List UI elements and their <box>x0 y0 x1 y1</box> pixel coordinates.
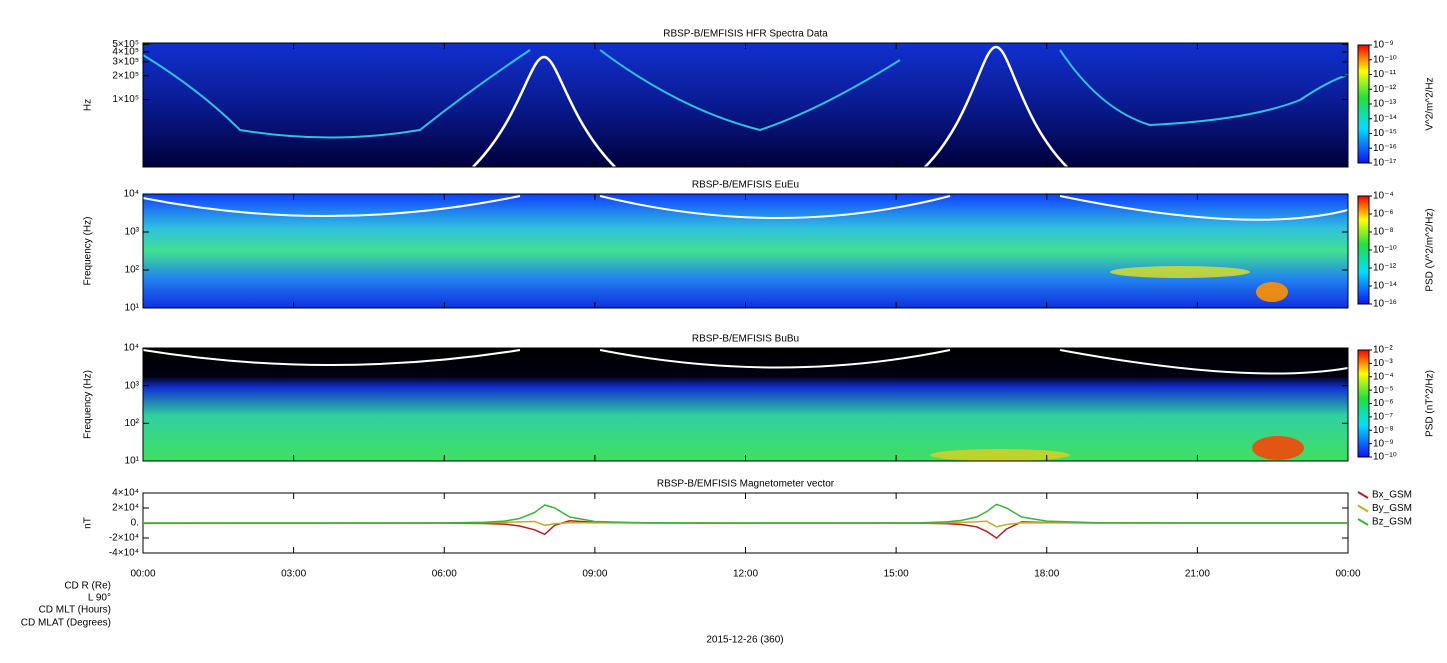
orbit-label: L 90° <box>88 593 111 604</box>
legend-swatch <box>1357 491 1369 499</box>
y-tick-label: 5×10⁵ <box>112 39 139 50</box>
legend-label: Bz_GSM <box>1372 517 1412 528</box>
y-axis-label: Hz <box>83 99 94 111</box>
colorbar-tick-label: 10⁻¹⁷ <box>1373 158 1397 169</box>
y-tick-label: 2×10⁵ <box>112 70 139 81</box>
colorbar-tick-label: 10⁻¹² <box>1373 263 1397 274</box>
colorbar-tick-label: 10⁻¹⁶ <box>1373 299 1397 310</box>
spectral-feature <box>1110 266 1250 278</box>
y-tick-label: 10³ <box>125 380 140 391</box>
colorbar-tick-label: 10⁻¹² <box>1373 84 1397 95</box>
colorbar-tick-label: 10⁻³ <box>1373 358 1393 369</box>
colorbar-tick-label: 10⁻⁹ <box>1373 40 1394 51</box>
orbit-label: CD R (Re) <box>64 581 111 592</box>
colorbar-tick-label: 10⁻¹⁰ <box>1373 54 1397 65</box>
spectrogram-images <box>142 43 1349 461</box>
x-tick-label: 00:00 <box>1335 569 1360 580</box>
y-tick-label: 10³ <box>125 227 140 238</box>
y-tick-label: 4×10⁴ <box>112 488 139 499</box>
colorbar-tick-label: 10⁻¹¹ <box>1373 69 1397 80</box>
colorbar-tick-label: 10⁻⁹ <box>1373 438 1394 449</box>
spectral-feature <box>930 449 1070 461</box>
legend-swatch <box>1357 504 1369 513</box>
orbit-label: CD MLT (Hours) <box>39 605 111 616</box>
y-tick-label: 2×10⁴ <box>112 503 139 514</box>
colorbar <box>1357 44 1370 164</box>
spectrogram-image <box>143 43 1348 167</box>
legend-swatch <box>1357 518 1369 526</box>
y-axis-label: nT <box>83 517 94 529</box>
colorbar-tick-label: 10⁻¹⁰ <box>1373 245 1397 256</box>
footer: CD R (Re) L 90° CD MLT (Hours) CD MLAT (… <box>21 581 784 646</box>
spectral-trace <box>599 49 901 132</box>
y-tick-label: 10² <box>125 418 140 429</box>
x-tick-label: 03:00 <box>281 569 306 580</box>
spectrogram-image <box>143 194 1348 308</box>
white-curve <box>924 45 1068 168</box>
x-tick-label: 09:00 <box>582 569 607 580</box>
colorbar-tick-label: 10⁻⁵ <box>1373 385 1394 396</box>
white-curve <box>142 195 1349 221</box>
spectral-feature <box>1252 436 1304 460</box>
colorbar-label: V^2/m^2/Hz <box>1425 77 1436 130</box>
colorbar-tick-label: 10⁻¹³ <box>1373 99 1397 110</box>
panel-title: RBSP-B/EMFISIS Magnetometer vector <box>657 479 835 490</box>
legend-label: By_GSM <box>1372 503 1412 514</box>
white-curve <box>472 55 616 168</box>
legend-label: Bx_GSM <box>1372 490 1412 501</box>
spectral-trace <box>142 49 531 139</box>
white-curve <box>142 349 1349 375</box>
y-tick-label: 10⁴ <box>124 189 139 200</box>
y-tick-label: 10² <box>125 265 140 276</box>
y-tick-label: 0. <box>131 518 139 529</box>
colorbar-tick-label: 10⁻² <box>1373 345 1393 356</box>
colorbar-tick-label: 10⁻¹⁴ <box>1373 281 1397 292</box>
x-tick-label: 21:00 <box>1185 569 1210 580</box>
y-tick-label: 1×10⁵ <box>112 94 139 105</box>
y-axis-label: Frequency (Hz) <box>83 370 94 439</box>
y-tick-label: 10¹ <box>125 303 140 314</box>
spectral-trace <box>1059 49 1349 127</box>
x-tick-label: 00:00 <box>130 569 155 580</box>
colorbar <box>1357 349 1370 458</box>
x-tick-label: 18:00 <box>1034 569 1059 580</box>
y-tick-label: -4×10⁴ <box>109 548 139 559</box>
y-tick-label: 4×10⁵ <box>112 47 139 58</box>
panel-title: RBSP-B/EMFISIS HFR Spectra Data <box>663 29 828 40</box>
colorbar-tick-label: 10⁻⁷ <box>1373 412 1393 423</box>
series-line <box>143 503 1348 524</box>
colorbar-tick-label: 10⁻⁶ <box>1373 209 1394 220</box>
x-tick-label: 06:00 <box>432 569 457 580</box>
x-tick-label: 15:00 <box>884 569 909 580</box>
colorbar-tick-label: 10⁻⁶ <box>1373 398 1394 409</box>
colorbar-tick-label: 10⁻⁴ <box>1373 371 1394 382</box>
x-tick-label: 12:00 <box>733 569 758 580</box>
y-tick-label: 10¹ <box>125 456 140 467</box>
y-axis-label: Frequency (Hz) <box>83 217 94 286</box>
panel-title: RBSP-B/EMFISIS BuBu <box>692 334 799 345</box>
colorbar-label: PSD (V^2/m^2/Hz) <box>1425 208 1436 291</box>
y-tick-label: -2×10⁴ <box>109 533 139 544</box>
colorbar-tick-label: 10⁻¹⁵ <box>1373 128 1397 139</box>
colorbar-tick-label: 10⁻⁴ <box>1373 191 1394 202</box>
colorbar-tick-label: 10⁻¹⁰ <box>1373 452 1397 463</box>
orbit-label: CD MLAT (Degrees) <box>21 618 111 629</box>
y-tick-label: 10⁴ <box>124 343 139 354</box>
colorbar-tick-label: 10⁻¹⁴ <box>1373 113 1397 124</box>
colorbar-tick-label: 10⁻⁸ <box>1373 227 1394 238</box>
spectral-feature <box>1256 282 1288 302</box>
colorbar-tick-label: 10⁻¹⁶ <box>1373 143 1397 154</box>
date-label: 2015-12-26 (360) <box>706 635 783 646</box>
panel-title: RBSP-B/EMFISIS EuEu <box>692 180 799 191</box>
colorbar <box>1357 195 1370 305</box>
y-tick-label: 3×10⁵ <box>112 57 139 68</box>
colorbar-tick-label: 10⁻⁸ <box>1373 425 1394 436</box>
colorbar-label: PSD (nT^2/Hz) <box>1425 370 1436 437</box>
